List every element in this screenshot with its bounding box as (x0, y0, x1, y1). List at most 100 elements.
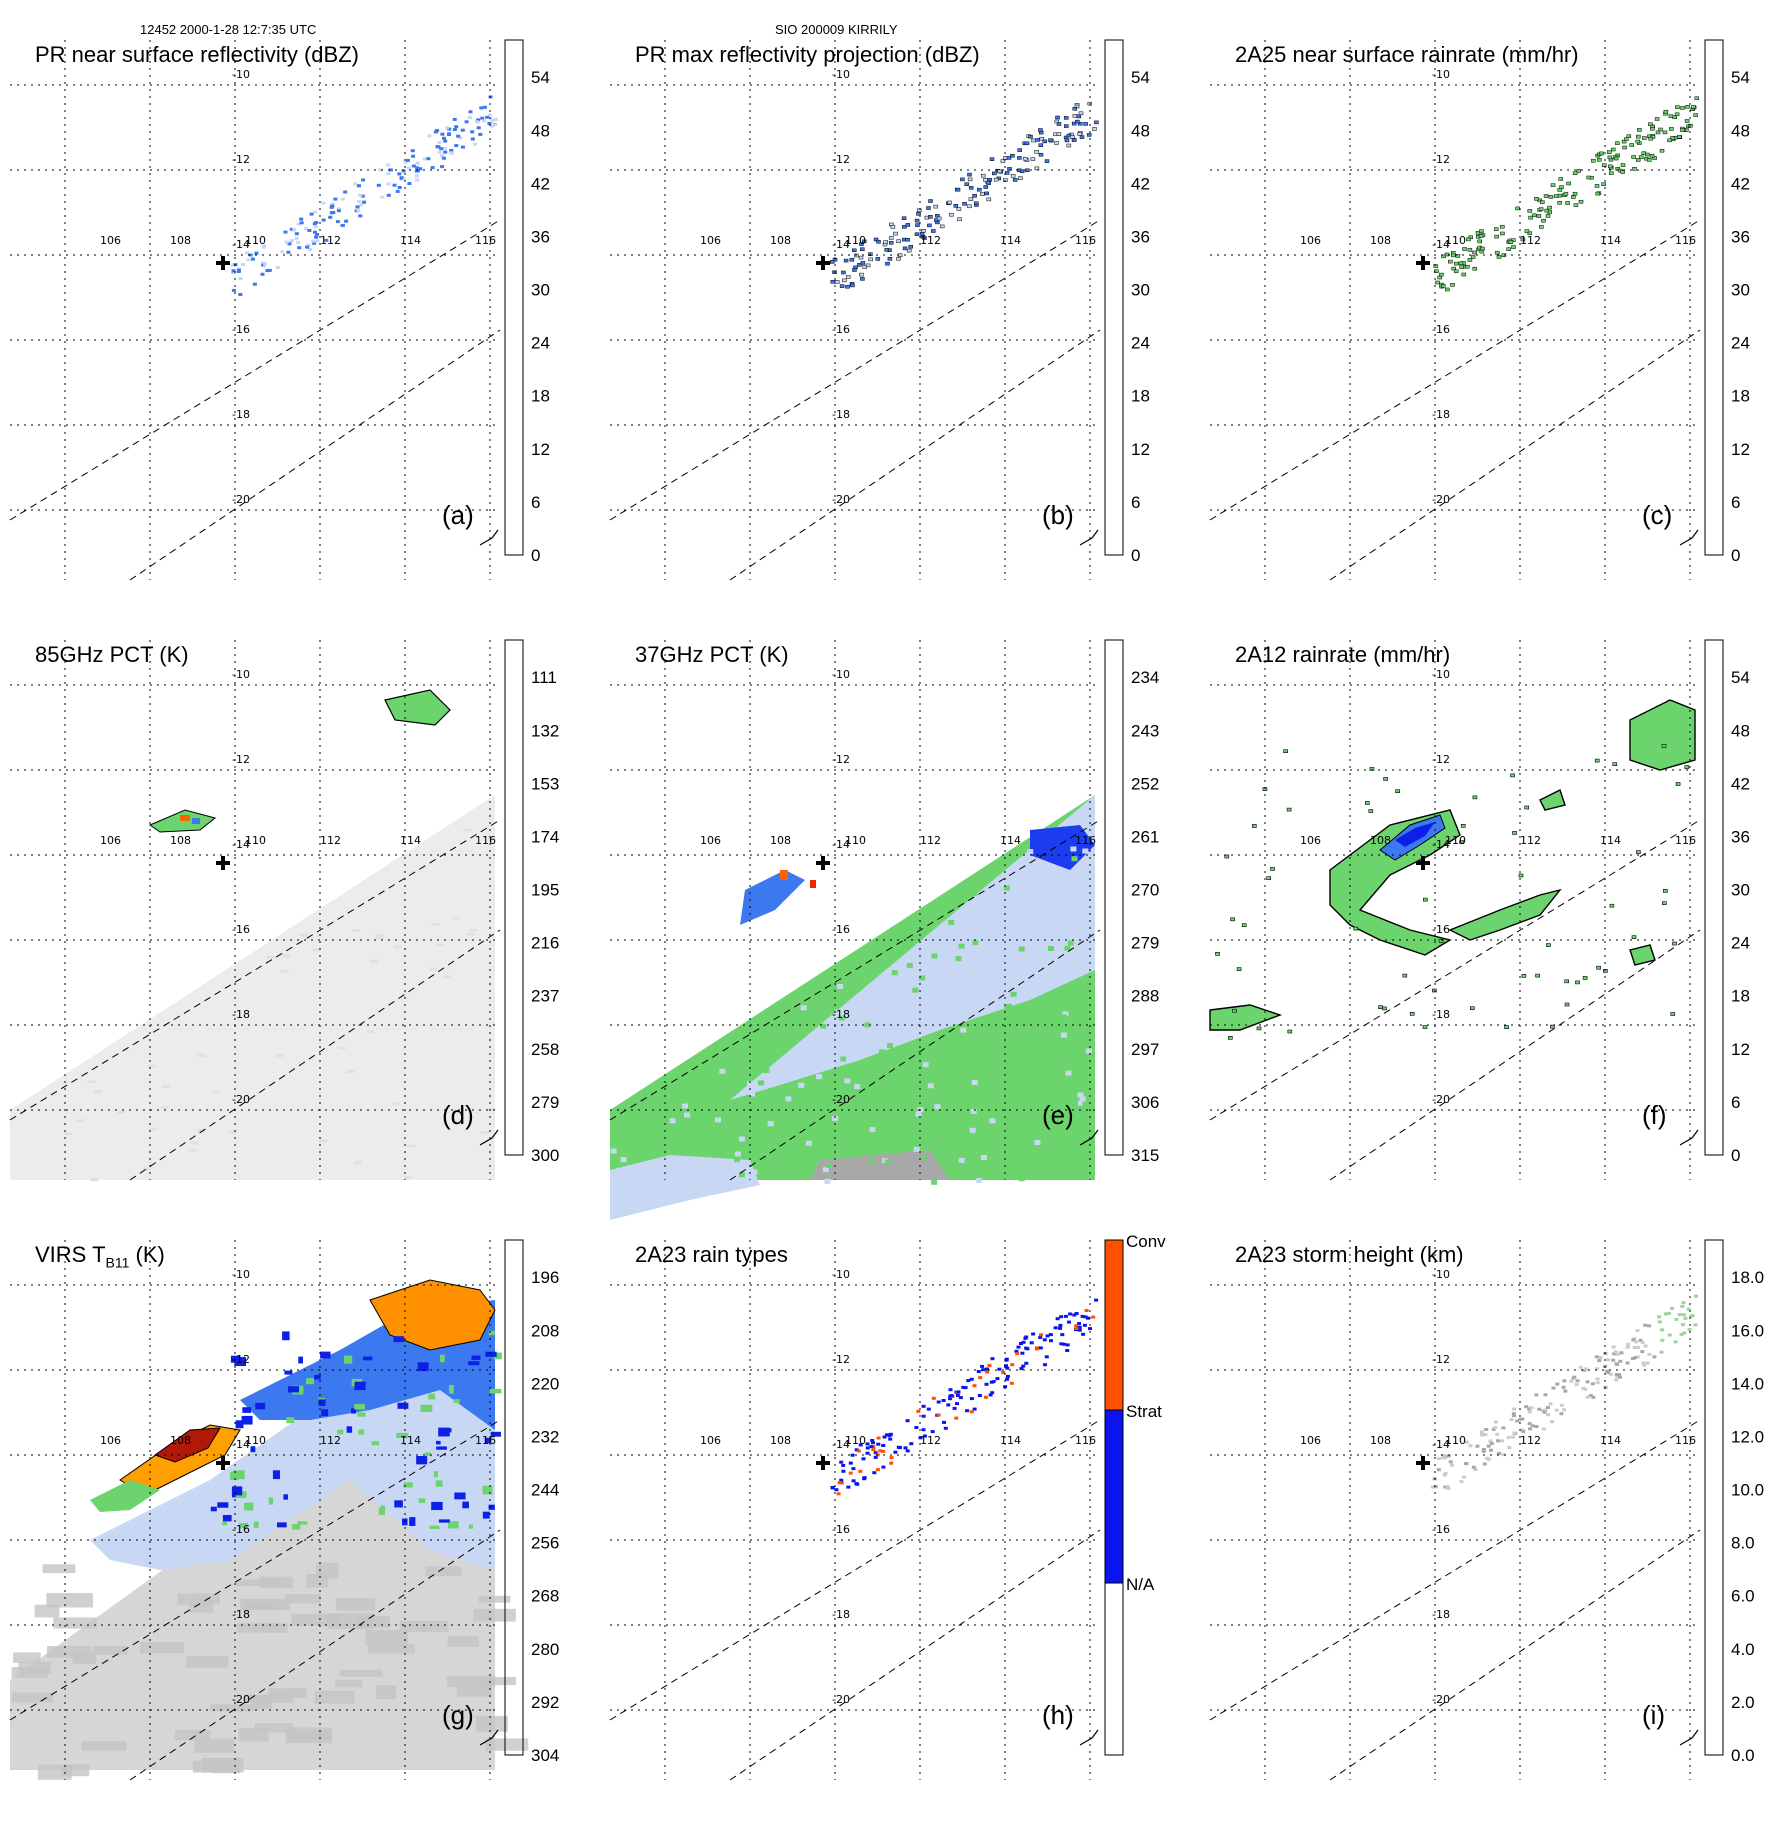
panel-title-text: 37GHz PCT (K) (635, 642, 789, 667)
colorbar-label: Conv (1126, 1232, 1166, 1251)
lon-tick-label: 106 (100, 834, 121, 847)
panel-title: 85GHz PCT (K) (35, 642, 189, 668)
lat-tick-label: -20 (232, 493, 250, 506)
lon-tick-label: 112 (320, 834, 341, 847)
plus-icon (216, 1456, 230, 1470)
lon-tick-label: 110 (245, 234, 266, 247)
storm-header: SIO 200009 KIRRILY (775, 22, 898, 37)
colorbar-segment (1104, 1409, 1124, 1584)
lat-tick-label: -18 (232, 1008, 250, 1021)
lat-tick-label: -18 (832, 1608, 850, 1621)
colorbar-label: 196 (531, 1268, 559, 1287)
lon-tick-label: 110 (845, 834, 866, 847)
lat-tick-label: -18 (832, 1008, 850, 1021)
colorbar-label: 24 (1731, 334, 1750, 353)
panel-title-subscript: B11 (105, 1254, 130, 1271)
lon-tick-label: 114 (400, 234, 421, 247)
colorbar-label: 10.0 (1731, 1481, 1764, 1500)
panel-c: 106 108 110 112 114 116 -10 -12 -14 -16 -18 -20 0 6 12… (1209, 39, 1771, 630)
colorbar-label: 268 (531, 1587, 559, 1606)
colorbar-label: 12 (1131, 440, 1150, 459)
lon-tick-label: 114 (400, 834, 421, 847)
lat-lon-grid (10, 640, 500, 1180)
lon-tick-label: 116 (475, 1434, 496, 1447)
lon-tick-label: 112 (920, 234, 941, 247)
lon-tick-label: 106 (700, 834, 721, 847)
colorbar-label: 54 (1131, 68, 1150, 87)
colorbar-label: 54 (1731, 668, 1750, 687)
lat-tick-label: -14 (232, 1438, 250, 1451)
colorbar-label: 216 (531, 934, 559, 953)
colorbar-label: 8.0 (1731, 1534, 1755, 1553)
plus-icon (816, 1456, 830, 1470)
swath-edge (1209, 1419, 1701, 1721)
panel-title-tail: (K) (129, 1242, 165, 1267)
colorbar: 0 6 12 18 24 30 36 42 48 54 (1104, 39, 1150, 565)
lat-tick-label: -16 (232, 1523, 250, 1536)
panel-d: 106 108 110 112 114 116 -10 -12 -14 -16 -18 -20 300 2… (9, 639, 600, 1230)
lat-tick-label: -16 (1432, 1523, 1450, 1536)
panel-g: 106 108 110 112 114 116 -10 -12 -14 -16 -18 -20 304 2… (9, 1239, 600, 1830)
plus-icon (1416, 1456, 1430, 1470)
colorbar-label: 12 (531, 440, 550, 459)
colorbar-label: 24 (531, 334, 550, 353)
field-layer (1430, 1294, 1698, 1490)
map-plot-b: 106 108 110 112 114 116 -10 -12 -14 -16 -18 -20 0 6 12… (609, 39, 1150, 581)
lat-tick-label: -12 (1432, 753, 1450, 766)
colorbar-label: 232 (531, 1427, 559, 1446)
lon-tick-label: 112 (320, 234, 341, 247)
colorbar-label: 6 (531, 493, 540, 512)
lat-tick-label: -20 (832, 493, 850, 506)
lat-tick-label: -20 (1432, 493, 1450, 506)
colorbar-label: 36 (1131, 227, 1150, 246)
lon-tick-label: 106 (100, 234, 121, 247)
swath-edge (9, 219, 501, 521)
plus-icon (1416, 856, 1430, 870)
colorbar-label: 12 (1731, 440, 1750, 459)
lat-tick-label: -14 (232, 838, 250, 851)
lon-tick-label: 114 (1600, 1434, 1621, 1447)
lon-tick-label: 110 (1445, 234, 1466, 247)
lon-tick-label: 114 (1000, 1434, 1021, 1447)
panel-title-text: 2A23 storm height (km) (1235, 1242, 1464, 1267)
lat-tick-label: -16 (832, 323, 850, 336)
lon-tick-label: 106 (1300, 834, 1321, 847)
map-plot-f: 106 108 110 112 114 116 -10 -12 -14 -16 -18 -20 0 6 12… (1209, 639, 1750, 1181)
colorbar-segment (1104, 1239, 1124, 1411)
lon-tick-label: 116 (1075, 234, 1096, 247)
colorbar-label: 306 (1131, 1093, 1159, 1112)
colorbar-label: 6 (1731, 1093, 1740, 1112)
lon-tick-label: 108 (1370, 834, 1391, 847)
lon-tick-label: 116 (475, 234, 496, 247)
colorbar-label: 6.0 (1731, 1587, 1755, 1606)
colorbar-label: 0 (531, 546, 540, 565)
colorbar-label: N/A (1126, 1575, 1155, 1594)
lon-tick-label: 116 (1675, 1434, 1696, 1447)
lon-tick-label: 112 (1520, 234, 1541, 247)
colorbar: 304 292 280 268 256 244 232 220 208 196 (504, 1239, 559, 1765)
lon-tick-label: 106 (1300, 1434, 1321, 1447)
panel-i: 106 108 110 112 114 116 -10 -12 -14 -16 -18 -20 0.0 2… (1209, 1239, 1771, 1830)
lon-tick-label: 106 (700, 1434, 721, 1447)
colorbar-label: 0 (1131, 546, 1140, 565)
panel-e: 106 108 110 112 114 116 -10 -12 -14 -16 -18 -20 315 3… (609, 639, 1200, 1230)
panel-title: 2A23 rain types (635, 1242, 788, 1268)
lat-tick-label: -16 (1432, 923, 1450, 936)
colorbar: 0 6 12 18 24 30 36 42 48 54 (504, 39, 550, 565)
lat-tick-label: -14 (832, 238, 850, 251)
panel-label: (d) (442, 1100, 474, 1130)
lat-tick-label: -12 (232, 1353, 250, 1366)
lat-tick-label: -20 (832, 1093, 850, 1106)
field-layer (610, 795, 1095, 1220)
colorbar-label: 30 (1731, 881, 1750, 900)
panel-title-text: PR near surface reflectivity (dBZ) (35, 42, 359, 67)
colorbar-label: 48 (531, 121, 550, 140)
lat-tick-label: -12 (1432, 153, 1450, 166)
lon-tick-label: 110 (245, 1434, 266, 1447)
lat-lon-grid (10, 1240, 500, 1780)
lon-tick-label: 114 (1600, 234, 1621, 247)
lat-lon-grid (610, 40, 1100, 580)
colorbar-label: 256 (531, 1534, 559, 1553)
panel-title-text: 2A23 rain types (635, 1242, 788, 1267)
swath-edge (729, 929, 1101, 1181)
